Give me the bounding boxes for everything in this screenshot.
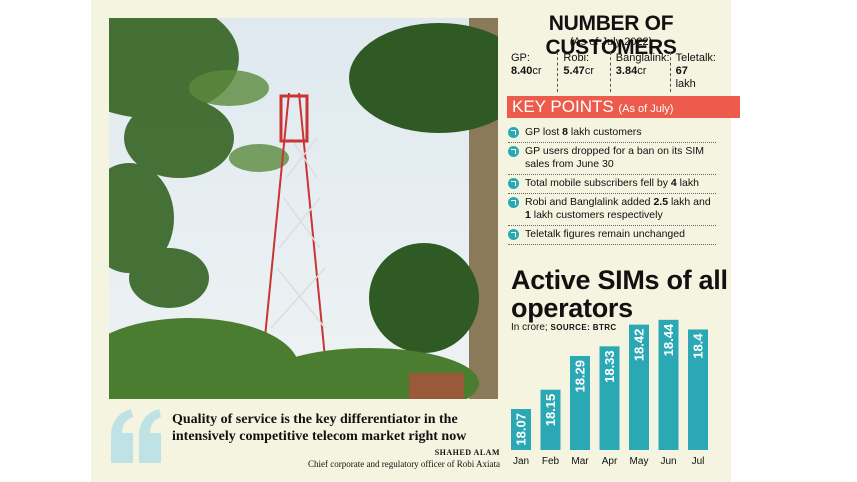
customer-label: GP: — [511, 52, 530, 64]
key-points-title: KEY POINTS (As of July) — [512, 97, 673, 117]
quote-role: Chief corporate and regulatory officer o… — [307, 459, 500, 469]
key-point-text: Robi and Banglalink added — [525, 196, 654, 208]
customers-row: GP: 8.40cr Robi: 5.47cr Banglalink: 3.84… — [506, 52, 722, 92]
customer-unit: cr — [532, 65, 542, 77]
chart-unit-text: In crore; — [511, 322, 548, 333]
key-point-item: Robi and Banglalink added 2.5 lakh and 1… — [508, 194, 716, 226]
key-point-text: GP users dropped for a ban on its SIM sa… — [525, 145, 704, 170]
customer-gp: GP: 8.40cr — [506, 52, 559, 92]
customer-unit: cr — [637, 65, 647, 77]
customer-label: Teletalk: — [675, 52, 716, 64]
x-tick-label: Mar — [571, 456, 589, 467]
chart-unit-label: In crore; SOURCE: BTRC — [511, 322, 617, 333]
customer-unit: cr — [584, 65, 594, 77]
arrow-bullet-icon — [508, 178, 519, 189]
key-points-list: GP lost 8 lakh customers GP users droppe… — [508, 124, 716, 245]
key-point-bold: 4 — [670, 177, 677, 189]
x-tick-label: Jun — [660, 456, 676, 467]
bar-may — [629, 324, 649, 450]
key-point-text: GP lost — [525, 126, 563, 138]
telecom-tower-photo — [109, 18, 498, 399]
bar-value-label: 18.4 — [691, 333, 706, 359]
key-point-item: Total mobile subscribers fell by 4 lakh — [508, 175, 716, 194]
active-sims-bar-chart: 18.07 Jan 18.15 Feb 18.29 Mar 18.33 Apr 18.42 May… — [511, 319, 708, 467]
key-point-item: GP lost 8 lakh customers — [508, 124, 716, 143]
key-point-text: Teletalk figures remain unchanged — [525, 228, 685, 240]
bar-value-label: 18.33 — [602, 350, 617, 383]
key-point-bold: 2.5 — [653, 196, 669, 208]
bar-feb — [540, 389, 561, 450]
x-tick-label: Feb — [542, 456, 560, 467]
key-points-subtitle: (As of July) — [618, 103, 674, 115]
customer-value: 5.47 — [563, 65, 585, 77]
customers-subtitle: (As of July 2022) — [569, 36, 653, 48]
arrow-bullet-icon — [508, 146, 519, 157]
key-point-text: lakh — [676, 177, 699, 189]
bar-value-label: 18.07 — [514, 413, 529, 446]
key-point-text: lakh customers — [568, 126, 642, 138]
bar-value-label: 18.15 — [543, 394, 558, 427]
bar-value-label: 18.29 — [573, 360, 588, 393]
x-tick-label: May — [630, 456, 649, 467]
bar-apr — [599, 346, 620, 450]
customer-unit: lakh — [675, 78, 696, 90]
bar-value-label: 18.44 — [661, 323, 676, 356]
customer-value: 3.84 — [615, 65, 638, 77]
customer-label: Banglalink: — [615, 52, 670, 64]
key-point-text: lakh customers respectively — [530, 209, 663, 221]
quote-text: Quality of service is the key differenti… — [172, 412, 467, 444]
arrow-bullet-icon — [508, 229, 519, 240]
x-tick-label: Apr — [602, 456, 618, 467]
bar-value-label: 18.42 — [632, 329, 647, 362]
customers-title: NUMBER OF CUSTOMERS — [545, 12, 677, 59]
customer-label: Robi: — [563, 52, 590, 64]
bar-jul — [688, 329, 708, 450]
key-point-text: lakh and — [668, 196, 711, 208]
bar-mar — [570, 355, 590, 450]
key-points-title-text: KEY POINTS — [512, 97, 614, 116]
customer-teletalk: Teletalk: 67 lakh — [671, 52, 722, 92]
key-point-item: Teletalk figures remain unchanged — [508, 226, 716, 245]
x-tick-label: Jul — [692, 456, 705, 467]
key-points-header-bar — [507, 96, 740, 118]
key-point-bold: 8 — [562, 126, 568, 138]
arrow-bullet-icon — [508, 197, 519, 208]
chart-source: SOURCE: BTRC — [550, 323, 617, 332]
chart-title: Active SIMs of all operators — [511, 265, 728, 323]
customer-value: 8.40 — [511, 65, 533, 77]
bar-jan — [511, 409, 531, 450]
customer-robi: Robi: 5.47cr — [558, 52, 611, 92]
x-tick-label: Jan — [513, 456, 529, 467]
key-point-text: Total mobile subscribers fell by — [525, 177, 671, 189]
quote-icon — [111, 409, 161, 463]
customer-banglalink: Banglalink: 3.84cr — [611, 52, 671, 92]
key-point-item: GP users dropped for a ban on its SIM sa… — [508, 143, 716, 175]
bar-jun — [658, 319, 679, 450]
customer-value: 67 — [675, 65, 688, 77]
key-point-bold: 1 — [525, 209, 531, 221]
arrow-bullet-icon — [508, 127, 519, 138]
quote-author: SHAHED ALAM — [434, 448, 500, 457]
